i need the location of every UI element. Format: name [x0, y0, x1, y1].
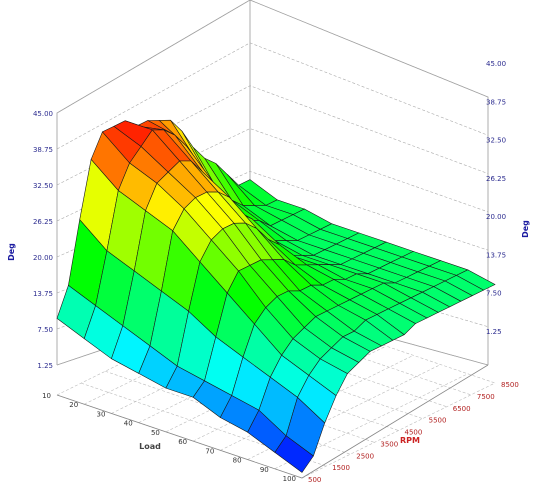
floor-gridline-rpm — [129, 359, 375, 443]
z-gridline — [56, 0, 489, 114]
load-tick-label: 30 — [97, 410, 106, 418]
z-tick-label-right: 13.75 — [486, 251, 506, 259]
rpm-tick-label: 7500 — [477, 393, 495, 401]
z-tick-label-right: 7.50 — [486, 290, 502, 298]
z-tick-label-right: 20.00 — [486, 213, 506, 221]
load-tick-label: 90 — [260, 466, 269, 474]
z-tick-label-left: 13.75 — [33, 290, 53, 298]
axis-labels: 1.25 7.50 13.75 20.00 26.25 32.50 38.75 45.00 1.… — [33, 60, 519, 482]
z-tick-label-left: 45.00 — [33, 110, 53, 118]
z-tick-label-left: 26.25 — [33, 218, 53, 226]
load-axis-title: Load — [139, 442, 161, 451]
load-tick-label: 80 — [233, 457, 242, 465]
rpm-tick-label: 2500 — [356, 452, 374, 460]
z-axis-title-right: Deg — [521, 220, 530, 238]
floor-gridline-rpm — [249, 299, 496, 384]
load-tick-label: 20 — [69, 401, 78, 409]
z-tick-label-right: 45.00 — [486, 60, 506, 68]
rpm-axis-title: RPM — [400, 436, 420, 445]
rpm-tick-label: 500 — [308, 476, 321, 482]
floor-gridline-rpm — [201, 323, 447, 408]
floor-gridline-load — [301, 382, 496, 479]
z-tick-label-left: 7.50 — [37, 326, 53, 334]
floor-edge — [56, 364, 489, 479]
z-tick-label-right: 32.50 — [486, 137, 506, 145]
load-tick-label: 100 — [283, 475, 296, 482]
z-tick-label-right: 26.25 — [486, 175, 506, 183]
z-tick-label-left: 38.75 — [33, 146, 53, 154]
rpm-tick-label: 4500 — [405, 429, 423, 437]
z-tick-label-right: 38.75 — [486, 98, 506, 106]
wall-outline — [56, 0, 489, 365]
rpm-tick-label: 8500 — [501, 381, 519, 389]
z-tick-label-left: 1.25 — [37, 362, 53, 370]
rpm-tick-label: 6500 — [453, 405, 471, 413]
surface-cell — [274, 435, 314, 473]
floor-gridline-rpm — [225, 311, 471, 396]
load-tick-label: 10 — [42, 392, 51, 400]
load-tick-label: 50 — [151, 429, 160, 437]
load-tick-label: 40 — [124, 420, 133, 428]
z-tick-label-left: 32.50 — [33, 182, 53, 190]
load-tick-label: 70 — [205, 447, 214, 455]
z-gridline — [56, 42, 489, 150]
load-tick-label: 60 — [178, 438, 187, 446]
z-tick-label-left: 20.00 — [33, 254, 53, 262]
floor-gridline-rpm — [177, 335, 423, 419]
floor-gridline-rpm — [153, 347, 399, 431]
surface-mesh — [56, 119, 496, 473]
rpm-tick-label: 3500 — [380, 440, 398, 448]
z-axis-title-left: Deg — [7, 243, 16, 261]
z-tick-label-right: 1.25 — [486, 328, 502, 336]
rpm-tick-label: 5500 — [429, 417, 447, 425]
rpm-tick-label: 1500 — [332, 464, 350, 472]
